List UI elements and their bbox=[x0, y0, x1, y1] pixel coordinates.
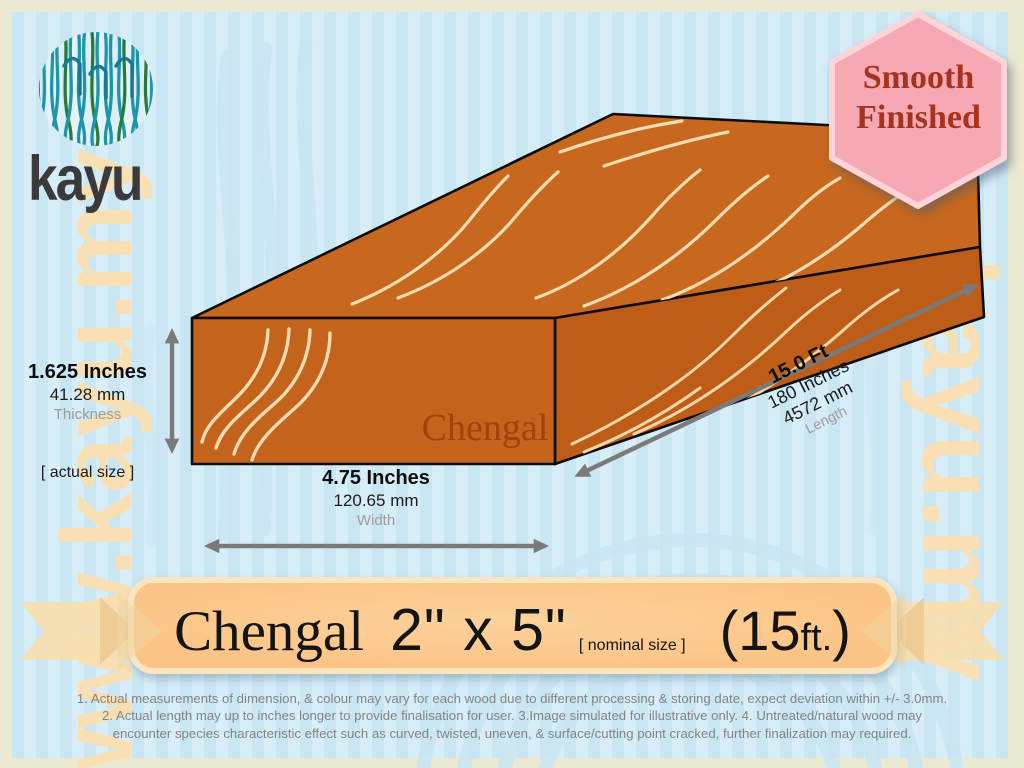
product-banner: Chengal 2" x 5" [ nominal size ] (15ft.) bbox=[128, 577, 897, 674]
length-arrow-icon bbox=[574, 283, 979, 478]
banner-length-open: (15 bbox=[719, 599, 801, 662]
thickness-metric: 41.28 mm bbox=[49, 385, 126, 404]
width-value: 4.75 Inches bbox=[322, 467, 430, 489]
banner-length-close: ) bbox=[832, 599, 851, 662]
banner-length-unit: ft. bbox=[800, 617, 833, 659]
disclaimer-line2: 2. Actual length may up to inches longer… bbox=[101, 708, 923, 724]
disclaimer-line1: 1. Actual measurements of dimension, & c… bbox=[76, 691, 948, 706]
thickness-value: 1.625 Inches bbox=[28, 361, 147, 383]
thickness-label: Thickness bbox=[53, 406, 122, 423]
width-dimension: 4.75 Inches 120.65 mm Width bbox=[196, 466, 556, 530]
wood-species-label: Chengal bbox=[421, 407, 549, 449]
badge-line1: Smooth bbox=[862, 59, 975, 96]
badge-line2: Finished bbox=[856, 99, 981, 136]
footer-disclaimer: 1. Actual measurements of dimension, & c… bbox=[0, 690, 1024, 742]
badge-hexagon bbox=[829, 11, 1007, 209]
width-metric: 120.65 mm bbox=[333, 491, 419, 510]
ribbon-right bbox=[888, 597, 1004, 665]
wood-grain-front bbox=[200, 327, 332, 462]
thickness-dimension: 1.625 Inches 41.28 mm Thickness bbox=[10, 360, 165, 424]
banner-species: Chengal bbox=[174, 600, 365, 663]
width-label: Width bbox=[356, 512, 396, 529]
disclaimer-line3: encounter species characteristic effect … bbox=[112, 725, 912, 741]
banner-nominal-note: [ nominal size ] bbox=[578, 637, 686, 654]
kayu-logo-icon bbox=[39, 32, 153, 146]
brand-wordmark: kayu bbox=[28, 143, 144, 214]
banner-length: (15ft.) bbox=[720, 598, 851, 663]
actual-size-note: [ actual size ] bbox=[40, 464, 135, 481]
badge-label: Smooth Finished bbox=[832, 58, 1005, 138]
banner-nominal-size: 2" x 5" bbox=[390, 597, 567, 663]
